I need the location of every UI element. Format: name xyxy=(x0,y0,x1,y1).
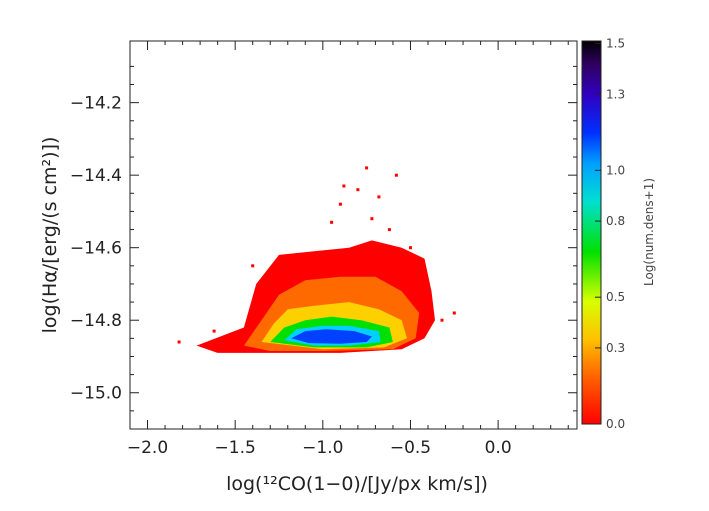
colorbar-tick-label: 0.5 xyxy=(606,290,625,304)
outlier-point xyxy=(251,264,255,268)
outlier-point xyxy=(177,340,181,344)
outlier-point xyxy=(370,217,374,221)
outlier-point xyxy=(440,318,444,322)
y-tick-label: −15.0 xyxy=(70,384,122,404)
outlier-points xyxy=(177,166,456,344)
colorbar-title: Log(num.dens+1) xyxy=(642,178,656,286)
outlier-point xyxy=(452,311,456,315)
colorbar-tick-label: 0.0 xyxy=(606,417,625,431)
colorbar-ticks: 0.0 0.3 0.5 0.8 1.0 1.3 1.5 xyxy=(595,37,625,431)
y-tick-label: −14.4 xyxy=(70,166,122,186)
y-axis: −15.0 −14.8 −14.6 −14.4 −14.2 xyxy=(70,65,577,430)
outlier-point xyxy=(387,228,391,232)
plot-frame xyxy=(129,40,578,430)
x-tick-label: −1.0 xyxy=(302,438,343,458)
colorbar-tick-label: 0.3 xyxy=(606,341,625,355)
y-axis-label: log(Hα/[erg/(s cm²)]) xyxy=(39,137,61,334)
outlier-point xyxy=(212,329,216,333)
x-tick-label: −0.5 xyxy=(390,438,431,458)
x-tick-label: 0.0 xyxy=(485,438,512,458)
outlier-point xyxy=(365,166,369,170)
y-tick-label: −14.8 xyxy=(70,311,122,331)
colorbar-tick-label: 1.3 xyxy=(606,87,625,101)
colorbar-tick-label: 1.0 xyxy=(606,163,625,177)
outlier-point xyxy=(377,195,381,199)
outlier-point xyxy=(409,246,412,250)
x-axis-label: log(¹²CO(1−0)/[Jy/px km/s]) xyxy=(226,473,488,495)
colorbar-tick-label: 1.5 xyxy=(606,37,625,51)
outlier-point xyxy=(394,173,398,177)
y-tick-label: −14.6 xyxy=(70,239,122,259)
outlier-point xyxy=(356,188,360,192)
density-contours xyxy=(196,240,435,353)
outlier-point xyxy=(338,202,342,206)
colorbar xyxy=(581,40,602,425)
colorbar-tick-label: 0.8 xyxy=(606,214,625,228)
outlier-point xyxy=(330,220,334,224)
y-tick-label: −14.2 xyxy=(70,94,122,114)
x-tick-label: −1.5 xyxy=(215,438,256,458)
outlier-point xyxy=(342,184,346,188)
density-region-5 xyxy=(291,329,372,344)
x-axis: −2.0 −1.5 −1.0 −0.5 0.0 xyxy=(127,41,569,458)
x-tick-label: −2.0 xyxy=(127,438,168,458)
